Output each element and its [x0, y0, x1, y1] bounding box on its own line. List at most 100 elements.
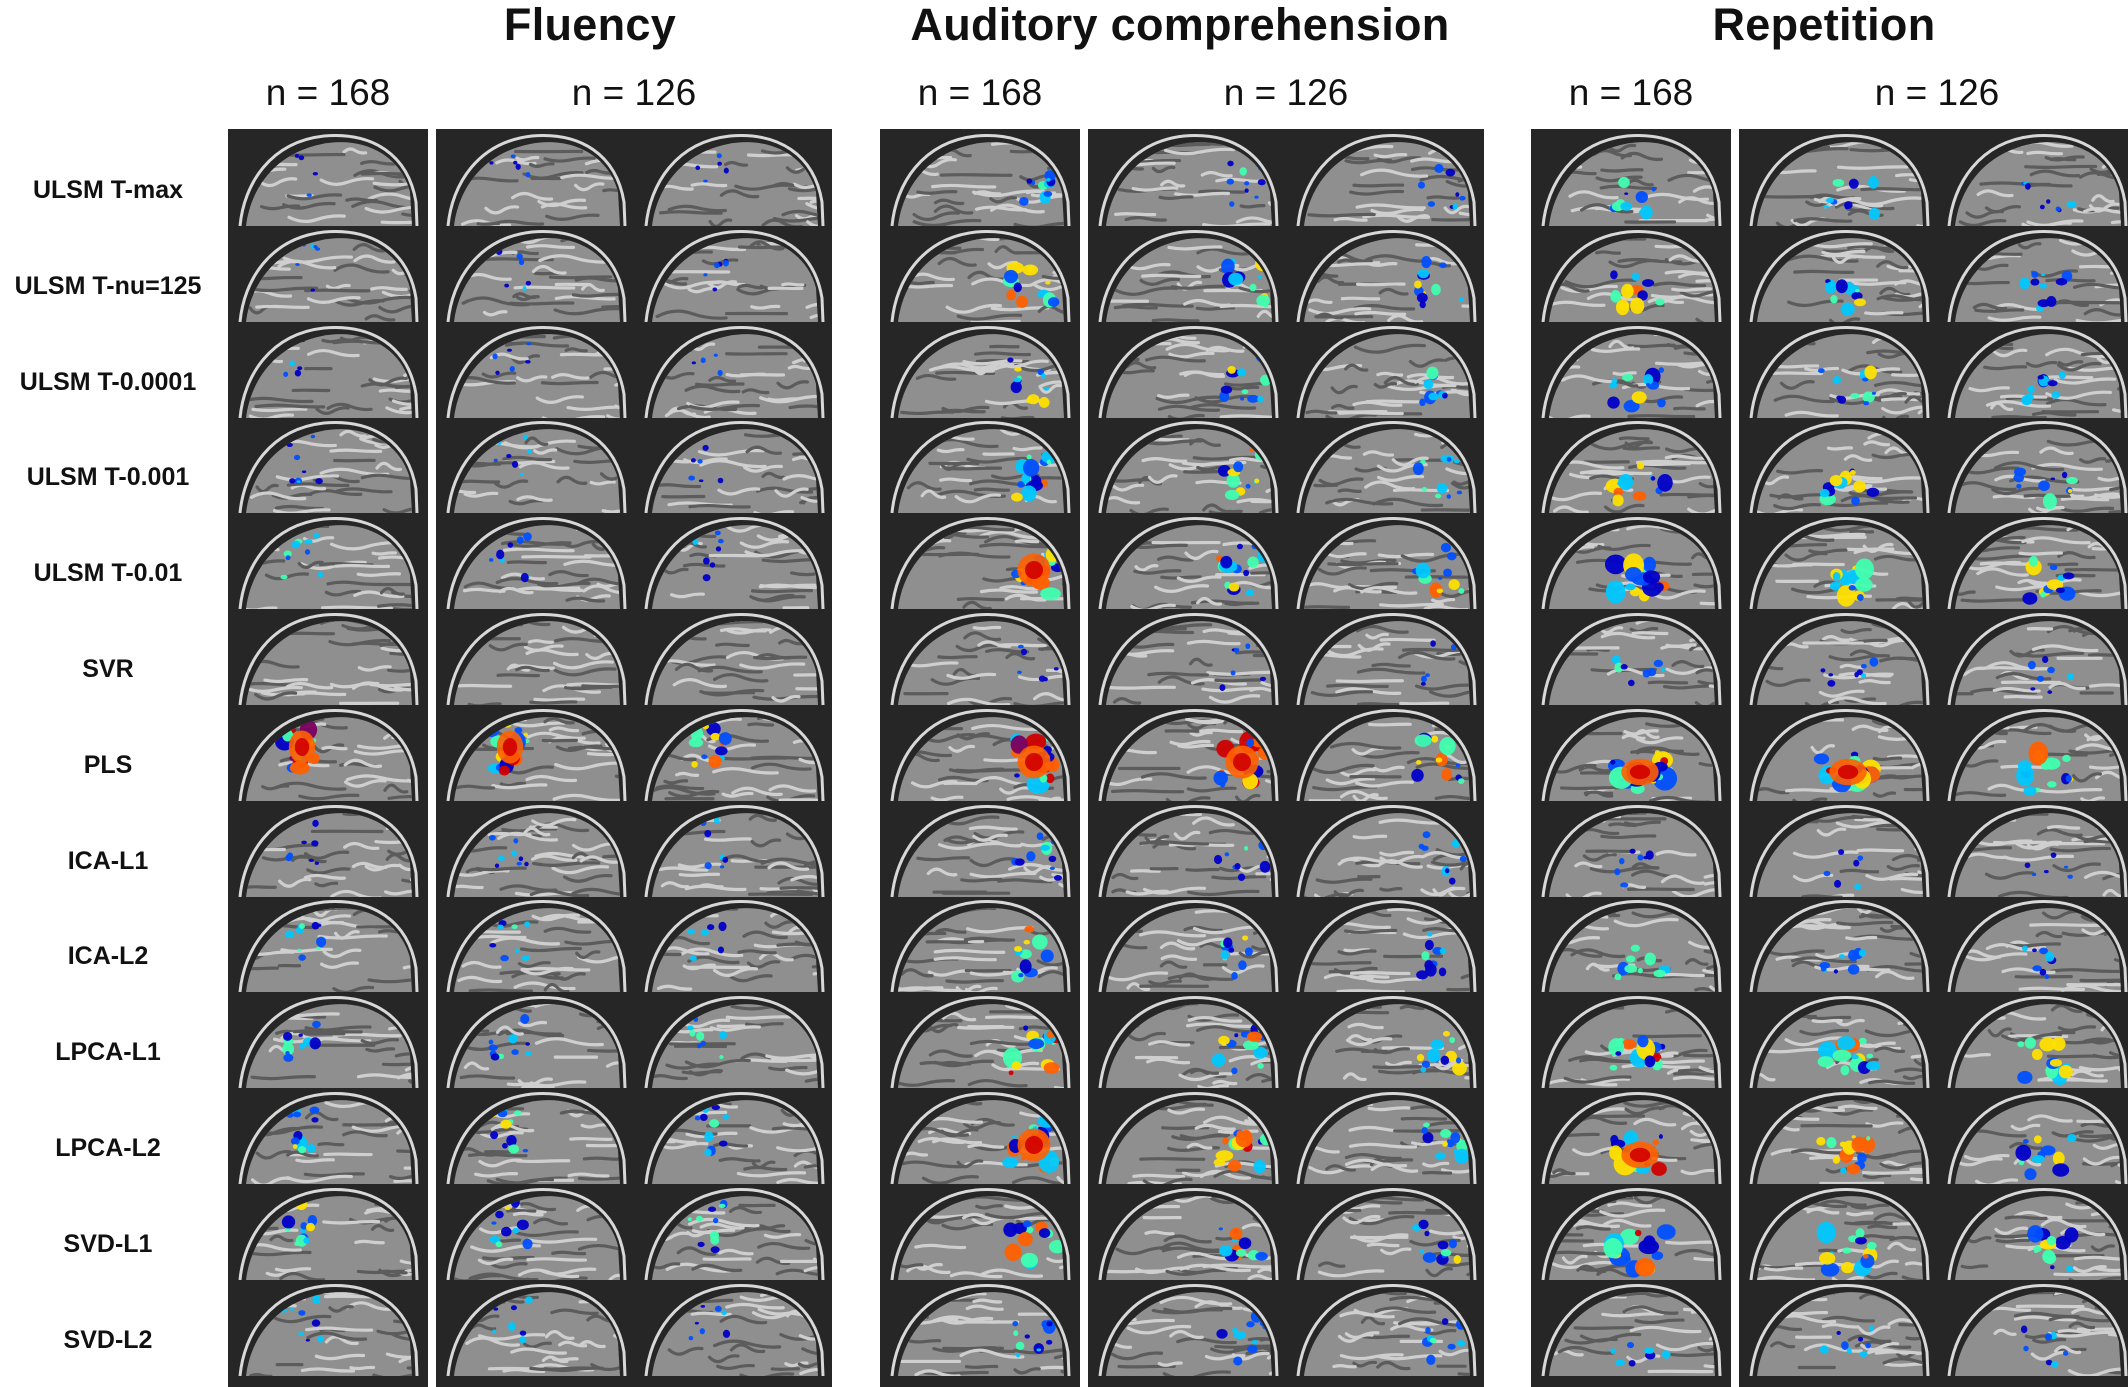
task-title: Auditory comprehension: [910, 0, 1450, 50]
brain-slice-image: [1092, 1090, 1282, 1184]
method-label: LPCA-L2: [55, 1134, 161, 1162]
brain-slice-image: [884, 994, 1074, 1089]
brain-slice-image: [1290, 419, 1480, 514]
brain-slice-image: [638, 132, 828, 226]
brain-map-panel: [1531, 129, 1731, 1387]
brain-slice-image: [638, 228, 828, 322]
brain-slice-image: [440, 515, 630, 610]
brain-slice-image: [1535, 1090, 1725, 1184]
brain-slice-image: [1743, 515, 1933, 610]
brain-slice-image: [440, 1090, 630, 1184]
brain-slice-image: [232, 324, 422, 418]
brain-slice-image: [884, 132, 1074, 226]
brain-slice-image: [884, 803, 1074, 897]
method-label: ULSM T-max: [32, 176, 184, 204]
brain-slice-image: [440, 898, 630, 993]
brain-slice-image: [1535, 1282, 1725, 1376]
brain-map-panel: [880, 129, 1080, 1387]
brain-slice-image: [884, 707, 1074, 801]
brain-slice-image: [638, 1090, 828, 1184]
brain-slice-image: [884, 419, 1074, 514]
brain-slice-image: [1290, 803, 1480, 897]
brain-slice-image: [232, 419, 422, 514]
brain-slice-image: [884, 324, 1074, 418]
brain-slice-image: [440, 228, 630, 322]
brain-slice-image: [232, 228, 422, 322]
brain-slice-image: [232, 707, 422, 801]
brain-slice-image: [1290, 324, 1480, 418]
brain-slice-image: [884, 1090, 1074, 1184]
brain-slice-image: [1290, 132, 1480, 226]
brain-slice-image: [440, 132, 630, 226]
brain-slice-image: [1535, 898, 1725, 993]
brain-slice-image: [884, 611, 1074, 705]
brain-slice-image: [1941, 132, 2128, 226]
brain-slice-image: [440, 994, 630, 1089]
brain-slice-image: [1941, 324, 2128, 418]
brain-slice-image: [638, 803, 828, 897]
sample-size-label: n = 126: [571, 72, 697, 113]
brain-slice-image: [638, 324, 828, 418]
brain-slice-image: [1535, 1186, 1725, 1280]
brain-slice-image: [232, 611, 422, 705]
brain-slice-image: [1535, 707, 1725, 801]
sample-size-label: n = 168: [1568, 72, 1694, 113]
brain-slice-image: [1290, 1186, 1480, 1280]
task-title: Repetition: [1712, 0, 1936, 50]
brain-map-panel: [228, 129, 428, 1387]
brain-slice-image: [884, 1282, 1074, 1376]
brain-slice-image: [232, 132, 422, 226]
brain-slice-image: [1743, 707, 1933, 801]
method-label: ICA-L1: [67, 846, 149, 875]
brain-slice-image: [1535, 994, 1725, 1089]
brain-slice-image: [1290, 515, 1480, 610]
method-label: ULSM T-0.01: [33, 559, 183, 588]
brain-slice-image: [1290, 707, 1480, 801]
brain-slice-image: [1535, 419, 1725, 514]
brain-map-panel: [1739, 129, 2128, 1387]
brain-slice-image: [638, 1186, 828, 1280]
method-label: PLS: [83, 750, 133, 779]
brain-slice-image: [1743, 132, 1933, 226]
sample-size-label: n = 168: [917, 72, 1043, 113]
brain-slice-image: [1290, 1282, 1480, 1376]
brain-slice-image: [1941, 419, 2128, 514]
method-label: SVR: [82, 655, 134, 683]
brain-slice-image: [232, 898, 422, 993]
brain-slice-image: [884, 898, 1074, 993]
brain-slice-image: [1535, 132, 1725, 226]
brain-slice-image: [232, 994, 422, 1089]
brain-slice-image: [1941, 1186, 2128, 1280]
brain-slice-image: [1290, 1090, 1480, 1184]
brain-slice-image: [1743, 803, 1933, 897]
brain-slice-image: [1092, 228, 1282, 322]
brain-slice-image: [884, 515, 1074, 610]
brain-slice-image: [232, 1282, 422, 1376]
brain-map-panel: [1088, 129, 1484, 1387]
brain-slice-image: [1941, 898, 2128, 993]
brain-slice-image: [1941, 228, 2128, 322]
brain-slice-image: [1092, 132, 1282, 226]
brain-slice-image: [638, 994, 828, 1089]
brain-slice-image: [1535, 611, 1725, 705]
brain-slice-image: [638, 419, 828, 514]
brain-slice-image: [1535, 515, 1725, 610]
brain-slice-image: [1941, 515, 2128, 610]
brain-slice-image: [1290, 611, 1480, 705]
brain-slice-image: [1941, 1090, 2128, 1184]
brain-slice-image: [638, 898, 828, 993]
sample-size-label: n = 168: [265, 72, 391, 113]
brain-slice-image: [884, 1186, 1074, 1280]
brain-slice-image: [1743, 1186, 1933, 1280]
brain-slice-image: [232, 1090, 422, 1184]
brain-slice-image: [1743, 994, 1933, 1089]
brain-slice-image: [440, 1186, 630, 1280]
brain-slice-image: [232, 803, 422, 897]
task-title: Fluency: [503, 0, 677, 50]
brain-slice-image: [1092, 515, 1282, 610]
brain-slice-image: [638, 515, 828, 610]
brain-slice-image: [638, 611, 828, 705]
brain-slice-image: [1743, 228, 1933, 322]
brain-slice-image: [1535, 803, 1725, 897]
brain-slice-image: [440, 611, 630, 705]
